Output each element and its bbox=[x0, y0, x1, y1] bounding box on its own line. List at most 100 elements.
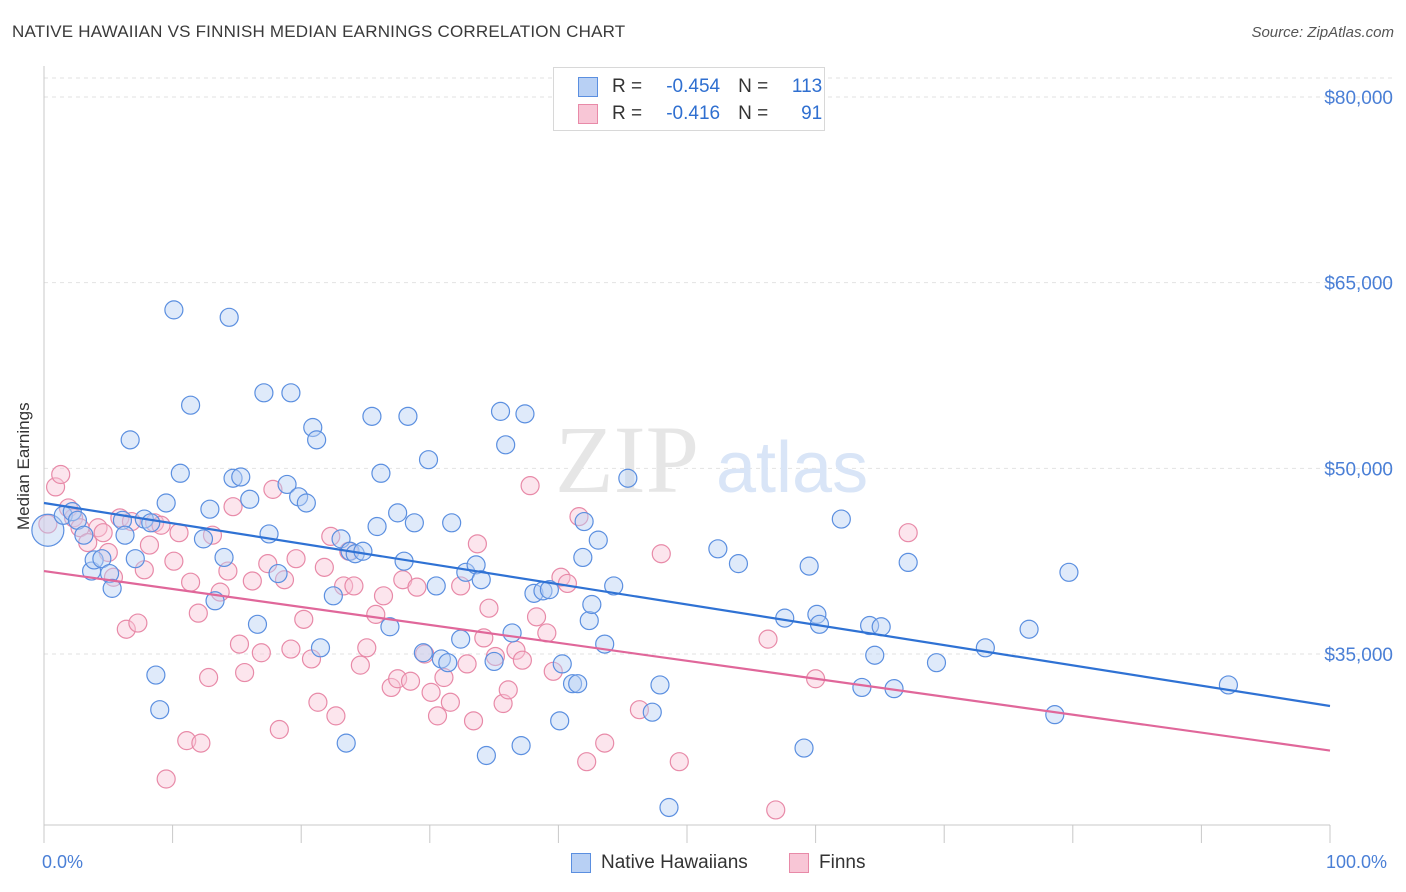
finn-point bbox=[373, 586, 394, 606]
bottom-legend-finns: Finns bbox=[789, 852, 865, 874]
native-hawaiian-point bbox=[975, 638, 995, 658]
finn-point bbox=[314, 557, 334, 577]
native-hawaiian-point bbox=[164, 300, 184, 320]
native-hawaiian-point bbox=[1045, 705, 1065, 725]
native-hawaiian-point bbox=[388, 503, 408, 523]
finn-point bbox=[434, 667, 454, 688]
native-hawaiian-point bbox=[708, 539, 728, 559]
finn-point bbox=[128, 613, 148, 633]
bottom-legend-native-hawaiians: Native Hawaiians bbox=[571, 852, 748, 874]
y-tick-labels: $35,000 $50,000 $65,000 $80,000 bbox=[1324, 88, 1393, 666]
finn-point bbox=[357, 638, 377, 658]
r-value: -0.416 bbox=[666, 103, 721, 124]
finn-point bbox=[235, 662, 255, 683]
finn-point bbox=[51, 464, 71, 485]
finn-point bbox=[269, 719, 289, 740]
native-hawaiian-point bbox=[31, 513, 65, 547]
native-hawaiian-point bbox=[484, 651, 504, 672]
legend-swatch-blue bbox=[571, 853, 591, 873]
x-tick-label-max: 100.0% bbox=[1326, 852, 1388, 872]
native-hawaiian-point bbox=[404, 513, 424, 533]
legend-swatch-blue bbox=[578, 77, 598, 97]
native-hawaiian-point bbox=[240, 489, 260, 509]
finn-point bbox=[344, 576, 364, 596]
native-hawaiian-point bbox=[231, 467, 251, 487]
native-hawaiian-point bbox=[1019, 619, 1039, 639]
finn-point bbox=[669, 752, 689, 772]
watermark: ZIP atlas bbox=[555, 406, 868, 513]
finn-point bbox=[520, 476, 540, 496]
native-hawaiian-point bbox=[852, 677, 872, 698]
finn-point bbox=[258, 554, 278, 574]
native-hawaiian-point bbox=[650, 675, 670, 695]
native-hawaiian-point bbox=[193, 529, 214, 549]
series-finns bbox=[38, 464, 918, 820]
finn-point bbox=[326, 706, 346, 726]
native-hawaiian-point bbox=[247, 614, 268, 634]
native-hawaiian-point bbox=[502, 623, 522, 643]
finn-point bbox=[294, 609, 314, 629]
legend-label: Native Hawaiians bbox=[601, 852, 748, 873]
native-hawaiian-point bbox=[794, 738, 814, 758]
native-hawaiian-point bbox=[659, 797, 679, 818]
y-tick-label: $35,000 bbox=[1324, 645, 1393, 666]
finn-point bbox=[766, 800, 786, 820]
finn-point bbox=[263, 479, 283, 499]
legend-row-native-hawaiians: R = -0.454 N = 113 bbox=[578, 74, 822, 100]
finn-point bbox=[38, 514, 58, 534]
y-tick-label: $80,000 bbox=[1324, 88, 1393, 109]
native-hawaiian-point bbox=[219, 307, 239, 327]
native-hawaiian-point bbox=[573, 547, 593, 568]
finn-point bbox=[93, 523, 113, 543]
native-hawaiian-point bbox=[552, 654, 572, 674]
native-hawaiian-point bbox=[604, 576, 624, 596]
native-hawaiian-point bbox=[926, 653, 947, 673]
native-hawaiian-point bbox=[214, 547, 234, 568]
native-hawaiian-point bbox=[799, 556, 819, 576]
native-hawaiian-point bbox=[303, 417, 323, 438]
native-hawaiian-point bbox=[156, 493, 176, 513]
native-hawaiian-point bbox=[74, 525, 94, 545]
finn-point bbox=[281, 639, 301, 659]
finn-point bbox=[229, 634, 250, 654]
trendline-finns bbox=[43, 569, 1331, 752]
native-hawaiian-point bbox=[451, 629, 471, 649]
legend-swatch-pink bbox=[578, 104, 598, 124]
native-hawaiian-point bbox=[574, 511, 594, 532]
finn-point bbox=[251, 643, 271, 663]
native-hawaiian-point bbox=[115, 525, 135, 545]
native-hawaiian-point bbox=[92, 549, 112, 569]
finn-point bbox=[498, 680, 518, 700]
finn-point bbox=[242, 571, 262, 591]
finn-point bbox=[479, 598, 499, 618]
finn-point bbox=[440, 692, 460, 712]
native-hawaiian-point bbox=[102, 578, 122, 598]
native-hawaiian-point bbox=[831, 509, 851, 529]
r-value: -0.454 bbox=[666, 76, 721, 97]
finn-point bbox=[467, 534, 487, 554]
native-hawaiian-point bbox=[371, 463, 391, 483]
native-hawaiian-point bbox=[471, 570, 491, 590]
trendline-native-hawaiians bbox=[43, 501, 1331, 708]
finn-point bbox=[177, 731, 197, 751]
native-hawaiian-point bbox=[442, 513, 462, 533]
finn-point bbox=[557, 573, 578, 594]
finn-point bbox=[758, 629, 778, 649]
axes bbox=[43, 66, 1331, 843]
x-tick-label-min: 0.0% bbox=[42, 852, 84, 872]
finn-point bbox=[286, 549, 306, 569]
native-hawaiian-point bbox=[515, 404, 535, 424]
finn-point bbox=[45, 477, 66, 497]
native-hawaiian-point bbox=[125, 549, 145, 569]
y-axis-label: Median Earnings bbox=[14, 402, 33, 530]
finn-point bbox=[188, 603, 208, 623]
native-hawaiian-point bbox=[579, 610, 599, 631]
native-hawaiian-point bbox=[141, 513, 161, 533]
native-hawaiian-point bbox=[268, 563, 288, 584]
trendlines bbox=[43, 501, 1331, 752]
finn-point bbox=[156, 769, 176, 789]
finn-point bbox=[139, 535, 160, 555]
native-hawaiian-point bbox=[120, 430, 140, 450]
n-value: 91 bbox=[801, 103, 823, 124]
finn-point bbox=[512, 650, 532, 670]
